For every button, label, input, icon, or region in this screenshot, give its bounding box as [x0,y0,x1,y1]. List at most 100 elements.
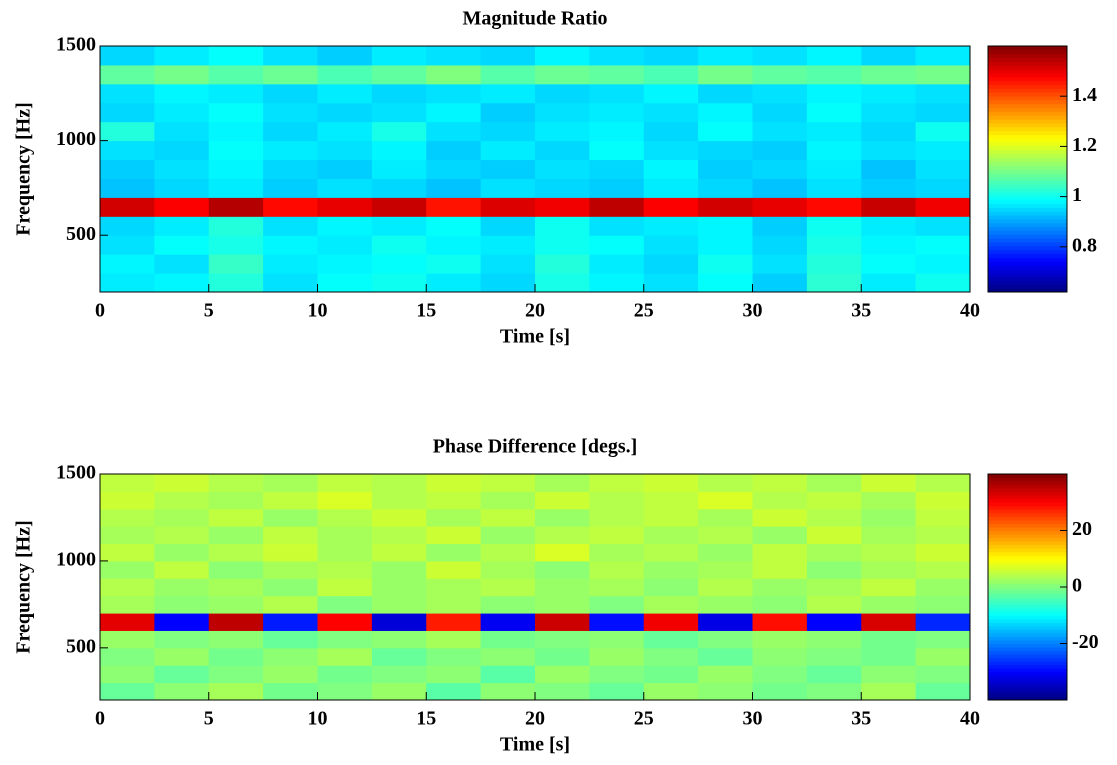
colorbar-swatch [988,495,1067,500]
y-tick-label: 1500 [56,34,96,56]
colorbar-swatch [988,176,1067,182]
heatmap-cell [317,665,373,684]
chart-title: Magnitude Ratio [463,8,608,30]
heatmap-cell [698,46,753,66]
heatmap-cell [915,121,971,142]
y-axis-label: Frequency [Hz] [13,520,35,654]
colorbar-tick-label: -20 [1072,631,1099,653]
heatmap-cell [317,273,373,293]
heatmap-cell [915,159,971,179]
heatmap-cell [589,216,645,236]
heatmap-cell [589,235,645,255]
heatmap-cell [752,578,808,597]
heatmap-cell [589,140,645,161]
heatmap-cell [643,121,699,142]
heatmap-cell [915,254,971,274]
colorbar-swatch [988,261,1067,266]
heatmap-cell [263,46,318,66]
heatmap-cell [752,159,808,179]
heatmap-cell [806,197,862,217]
colorbar [988,46,1067,293]
heatmap-cell [426,197,482,217]
heatmap-cell [371,526,427,545]
heatmap-cell [589,83,645,104]
heatmap-cell [371,630,427,649]
colorbar-swatch [988,165,1067,170]
heatmap-cell [535,613,590,631]
heatmap-cell [208,121,264,142]
x-tick-label: 5 [204,300,214,322]
colorbar-swatch [988,474,1067,479]
heatmap-cell [752,630,808,649]
heatmap-cell [371,83,427,104]
heatmap-cell [752,613,808,631]
heatmap-cell [915,491,971,510]
heatmap-cell [208,474,264,492]
x-tick-label: 20 [525,300,545,322]
heatmap-cell [915,46,971,66]
heatmap-cell [698,102,753,123]
colorbar-swatch [988,675,1067,680]
heatmap-cell [915,560,971,579]
heatmap-cell [698,543,753,562]
heatmap-cell [861,526,917,545]
colorbar-swatch [988,115,1067,120]
heatmap-cell [371,178,427,198]
colorbar-swatch [988,188,1067,193]
heatmap-cell [263,178,318,198]
heatmap-cell [371,613,427,631]
heatmap-cell [589,578,645,597]
heatmap-cell [752,197,808,217]
heatmap-cell [589,254,645,274]
heatmap-cell [535,543,590,562]
heatmap-cell [535,102,590,123]
heatmap-cell [589,197,645,217]
heatmap-cell [806,235,862,255]
heatmap-cell [752,508,808,527]
colorbar-swatch [988,505,1067,510]
colorbar-swatch [988,134,1067,139]
heatmap-cell [643,254,699,274]
heatmap-cell [752,254,808,274]
heatmap-cell [426,613,482,631]
heatmap-cell [480,235,536,255]
heatmap-cell [100,526,155,545]
heatmap-cell [208,630,264,649]
heatmap-cell [589,560,645,579]
heatmap-cell [861,178,917,198]
colorbar-swatch [988,604,1067,609]
heatmap-cell [535,595,590,614]
heatmap-cell [263,140,318,161]
heatmap-cell [263,254,318,274]
heatmap-cell [317,560,373,579]
heatmap-cell [698,235,753,255]
colorbar-swatch [988,207,1067,212]
heatmap-cell [100,578,155,597]
heatmap-cell [426,254,482,274]
heatmap-cell [263,526,318,545]
colorbar-swatch [988,608,1067,613]
heatmap-cell [698,508,753,527]
heatmap-cell [698,647,753,666]
heatmap-cell [317,121,373,142]
colorbar-swatch [988,172,1067,178]
heatmap-cell [100,508,155,527]
heatmap-cell [861,273,917,293]
heatmap-cell [752,235,808,255]
heatmap-cell [480,508,536,527]
heatmap-cell [698,216,753,236]
heatmap-cell [426,508,482,527]
colorbar-swatch [988,671,1067,676]
heatmap-cell [480,474,536,492]
heatmap-cell [371,491,427,510]
heatmap-cell [698,474,753,492]
heatmap-cell [698,273,753,293]
heatmap-cell [480,526,536,545]
colorbar-swatch [988,583,1067,588]
heatmap-cell [535,682,590,701]
heatmap-cell [643,178,699,198]
heatmap-cell [480,613,536,631]
heatmap-cell [208,491,264,510]
heatmap-cell [371,560,427,579]
heatmap-cell [426,140,482,161]
